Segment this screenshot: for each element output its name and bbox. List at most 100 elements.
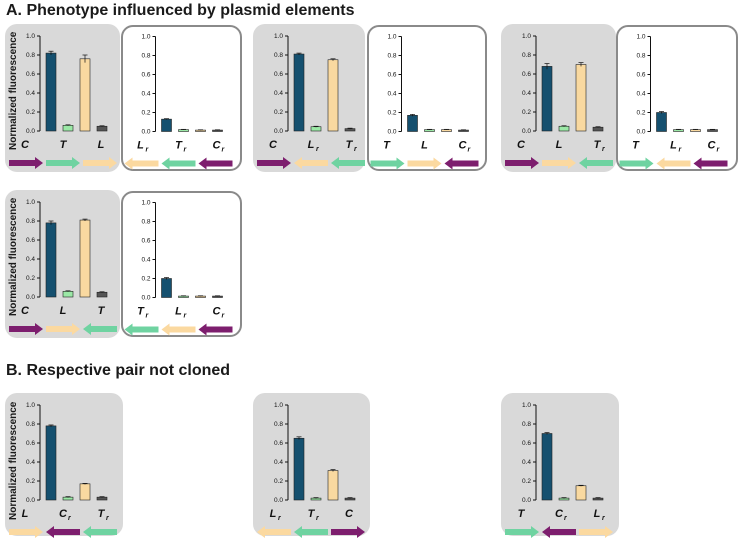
- y-tick-label: 1.0: [141, 200, 150, 207]
- y-tick-label: 0.8: [274, 52, 283, 59]
- gene-arrow: [331, 526, 365, 538]
- bar: [293, 53, 305, 132]
- y-tick-label: 0.4: [26, 459, 35, 466]
- y-tick-label: 0.0: [26, 128, 35, 135]
- gene-arrow: [294, 526, 328, 538]
- gene-label: L: [175, 306, 182, 318]
- gene-label: C: [708, 140, 717, 152]
- gene-arrow: [198, 157, 233, 170]
- gene-label-subscript: r: [602, 515, 606, 522]
- y-tick-label: 1.0: [522, 33, 531, 40]
- y-tick-label: 0.8: [387, 53, 396, 60]
- y-tick-label: 0.2: [26, 109, 35, 116]
- bar: [673, 129, 684, 132]
- bar: [79, 58, 91, 132]
- gene-label-subscript: r: [106, 515, 110, 522]
- gene-label-subscript: r: [316, 146, 320, 153]
- bar: [310, 126, 322, 132]
- y-tick-label: 0.8: [522, 421, 531, 428]
- bar: [541, 66, 553, 132]
- y-tick-label: 0.4: [274, 459, 283, 466]
- gene-label-subscript: r: [222, 313, 226, 320]
- chart-panel-a7: 0.0 0.2 0.4 0.6 0.8 1.0 C L T: [5, 190, 120, 338]
- y-tick-label: 0.0: [274, 497, 283, 504]
- y-tick-label: 0.6: [26, 71, 35, 78]
- bar: [592, 126, 604, 132]
- gene-label-subscript: r: [602, 146, 606, 153]
- gene-arrow: [407, 157, 442, 170]
- gene-label: L: [98, 139, 105, 151]
- y-tick-label: 0.4: [274, 90, 283, 97]
- y-tick-label: 0.6: [522, 71, 531, 78]
- y-tick-label: 0.2: [522, 478, 531, 485]
- gene-arrow: [83, 157, 117, 169]
- y-tick-label: 0.2: [141, 276, 150, 283]
- y-tick-label: 0.0: [522, 128, 531, 135]
- gene-label: C: [59, 508, 68, 520]
- gene-label: L: [22, 508, 29, 520]
- y-tick-label: 0.8: [522, 52, 531, 59]
- gene-label: L: [594, 508, 601, 520]
- y-tick-label: 0.0: [522, 497, 531, 504]
- gene-arrow: [331, 157, 365, 169]
- gene-label-subscript: r: [146, 313, 150, 320]
- bar: [62, 291, 74, 298]
- gene-label: L: [137, 140, 144, 152]
- y-tick-label: 0.0: [274, 128, 283, 135]
- gene-arrow: [198, 323, 233, 336]
- chart-svg: 0.0 0.2 0.4 0.6 0.8 1.0 C L T: [9, 199, 117, 335]
- bar: [558, 125, 570, 132]
- y-tick-label: 0.2: [26, 478, 35, 485]
- bar: [45, 425, 57, 501]
- gene-arrow: [542, 157, 576, 169]
- gene-arrow: [370, 157, 405, 170]
- bar: [178, 129, 189, 132]
- gene-arrow: [505, 157, 539, 169]
- y-tick-label: 0.4: [522, 459, 531, 466]
- bar: [541, 433, 553, 501]
- gene-arrow: [124, 157, 159, 170]
- y-tick-label: 1.0: [274, 33, 283, 40]
- gene-label: L: [60, 305, 67, 317]
- gene-label: C: [213, 140, 222, 152]
- gene-label: L: [670, 140, 677, 152]
- gene-label: T: [594, 139, 602, 151]
- y-tick-label: 0.6: [141, 238, 150, 245]
- gene-label-subscript: r: [184, 313, 188, 320]
- y-tick-label: 0.0: [141, 129, 150, 136]
- gene-label: L: [308, 139, 315, 151]
- y-tick-label: 0.2: [26, 275, 35, 282]
- gene-arrow: [9, 526, 43, 538]
- y-tick-label: 0.6: [141, 72, 150, 79]
- y-axis-label: Normalized fluorescence: [8, 401, 19, 520]
- gene-label: C: [21, 139, 30, 151]
- gene-arrow: [161, 323, 196, 336]
- y-tick-label: 0.8: [141, 219, 150, 226]
- y-tick-label: 1.0: [141, 34, 150, 41]
- gene-label: C: [345, 508, 354, 520]
- bar: [690, 129, 701, 132]
- gene-label-subscript: r: [146, 147, 150, 154]
- y-tick-label: 0.4: [387, 91, 396, 98]
- gene-arrow: [9, 157, 43, 169]
- y-tick-label: 0.2: [636, 110, 645, 117]
- y-tick-label: 0.0: [636, 129, 645, 136]
- y-axis-label: Normalized fluorescence: [8, 31, 19, 150]
- y-tick-label: 0.2: [141, 110, 150, 117]
- y-tick-label: 0.4: [141, 91, 150, 98]
- y-tick-label: 0.6: [26, 237, 35, 244]
- gene-label: T: [98, 508, 106, 520]
- gene-label-subscript: r: [68, 515, 72, 522]
- gene-arrow: [693, 157, 728, 170]
